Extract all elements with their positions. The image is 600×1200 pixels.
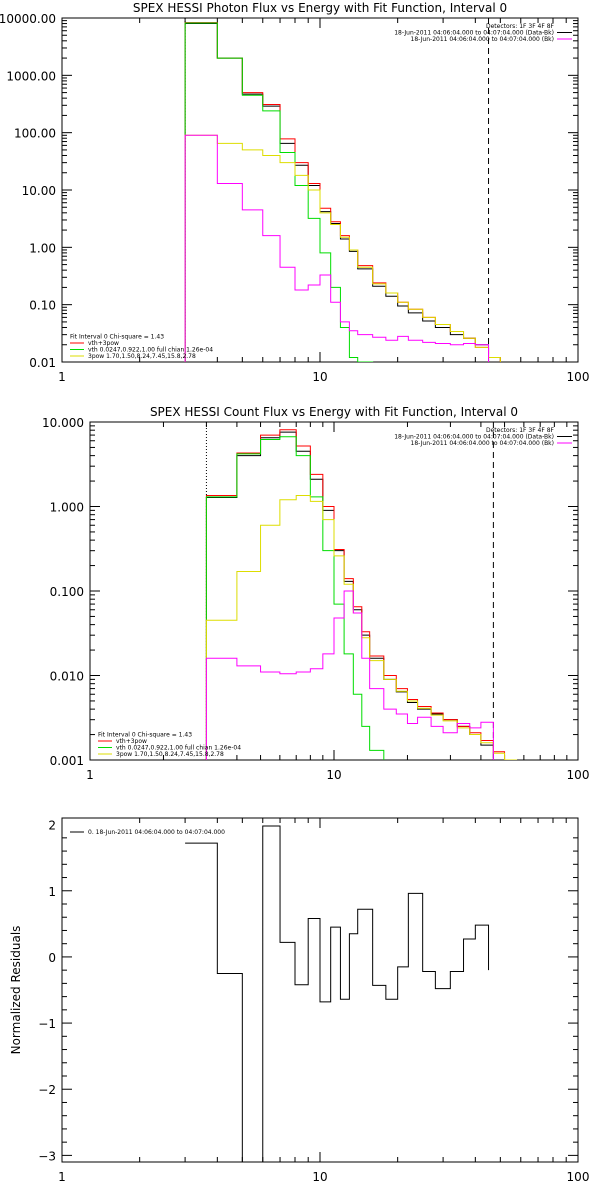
series-vth (184, 22, 374, 362)
legend-text: 18-Jun-2011 04:06:04.000 to 04:07:04.000… (411, 440, 554, 447)
y-tick-label: 1.000 (50, 501, 84, 515)
series-3pow (205, 494, 518, 760)
legend-text: Detectors: 1F 3F 4F 8F (486, 427, 555, 434)
legend-text: vth 0.0247,0.922,1.00 full chian 1.26e-0… (88, 347, 213, 354)
plot-2-series (205, 429, 518, 760)
plot-3: 1 10 100 −3 −2 −1 0 1 2 Normalized Residuals 0. 18… (9, 817, 590, 1184)
y-tick-label: 10.000 (42, 416, 84, 430)
x-tick-label: 1 (58, 1170, 66, 1184)
legend-text: 18-Jun-2011 04:06:04.000 to 04:07:04.000… (394, 434, 554, 441)
legend-text: vth+3pow (88, 340, 119, 347)
y-tick-label: 0 (48, 951, 56, 965)
y-tick-label: −2 (38, 1083, 56, 1097)
series-vth-3pow (205, 429, 518, 760)
y-tick-label: 0.01 (29, 356, 56, 370)
x-tick-label: 10 (312, 370, 327, 384)
plot-2: SPEX HESSI Count Flux vs Energy with Fit… (42, 405, 589, 782)
series-3pow (184, 134, 501, 362)
plot-1-title: SPEX HESSI Photon Flux vs Energy with Fi… (133, 1, 507, 15)
legend-text: vth 0.0247,0.922,1.00 full chian 1.26e-0… (116, 745, 241, 752)
y-tick-label: 100.00 (14, 127, 56, 141)
y-tick-label: 1000.00 (6, 69, 56, 83)
series-bk (205, 590, 494, 760)
y-tick-label: 1 (48, 885, 56, 899)
x-tick-label: 100 (567, 370, 590, 384)
y-tick-label: 10000.00 (0, 12, 56, 26)
plot-3-series (185, 825, 490, 1162)
legend-text: vth+3pow (116, 738, 147, 745)
legend-text: 18-Jun-2011 04:06:04.000 to 04:07:04.000… (411, 36, 554, 43)
y-tick-label: −3 (38, 1149, 56, 1163)
x-tick-label: 10 (312, 1170, 327, 1184)
y-tick-label: 0.100 (50, 585, 84, 599)
x-tick-label: 1 (86, 768, 94, 782)
y-tick-label: 0.10 (29, 299, 56, 313)
legend-text: 0. 18-Jun-2011 04:06:04.000 to 04:07:04.… (88, 829, 225, 836)
legend-text: Fit Interval 0 Chi-square = 1.43 (98, 732, 192, 739)
series-data-bk (184, 23, 490, 362)
plot-2-title: SPEX HESSI Count Flux vs Energy with Fit… (150, 405, 518, 419)
x-tick-label: 10 (326, 768, 341, 782)
series-data-bk (205, 431, 494, 760)
y-tick-label: −1 (38, 1017, 56, 1031)
legend-text: 18-Jun-2011 04:06:04.000 to 04:07:04.000… (394, 30, 554, 37)
series-vth-3pow (184, 22, 501, 362)
y-tick-label: 10.00 (22, 184, 56, 198)
y-axis-label: Normalized Residuals (9, 926, 23, 1055)
legend-text: Detectors: 1F 3F 4F 8F (486, 23, 555, 30)
x-tick-label: 1 (58, 370, 66, 384)
x-tick-label: 100 (567, 1170, 590, 1184)
series-residuals (185, 825, 490, 1162)
x-tick-label: 100 (567, 768, 590, 782)
legend-text: 3pow 1.70,1.50,8.24,7.45,15.8,2.78 (116, 751, 224, 758)
plot-1: SPEX HESSI Photon Flux vs Energy with Fi… (0, 1, 589, 384)
y-tick-label: 2 (48, 819, 56, 833)
legend-text: 3pow 1.70,1.50,8.24,7.45,15.8,2.78 (88, 353, 196, 360)
series-bk (184, 134, 490, 362)
y-tick-label: 0.010 (50, 670, 84, 684)
y-tick-label: 0.001 (50, 754, 84, 768)
y-tick-label: 1.00 (29, 241, 56, 255)
legend-text: Fit Interval 0 Chi-square = 1.43 (70, 334, 164, 341)
plot-1-series (184, 22, 501, 362)
series-vth (205, 436, 385, 760)
